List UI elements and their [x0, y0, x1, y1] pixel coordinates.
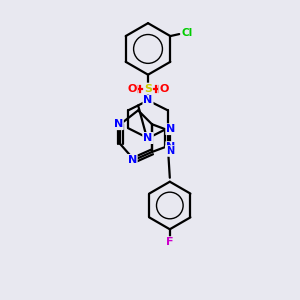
Text: S: S [144, 84, 152, 94]
Text: O: O [159, 84, 169, 94]
Text: F: F [166, 237, 174, 247]
Text: N: N [166, 142, 176, 152]
Text: N: N [143, 133, 153, 143]
Text: N: N [128, 155, 137, 165]
Text: N: N [143, 95, 153, 106]
Text: N: N [143, 133, 153, 143]
Text: N: N [166, 124, 176, 134]
Text: Cl: Cl [182, 28, 193, 38]
Text: N: N [166, 146, 174, 156]
Text: O: O [128, 84, 137, 94]
Text: N: N [114, 119, 123, 129]
